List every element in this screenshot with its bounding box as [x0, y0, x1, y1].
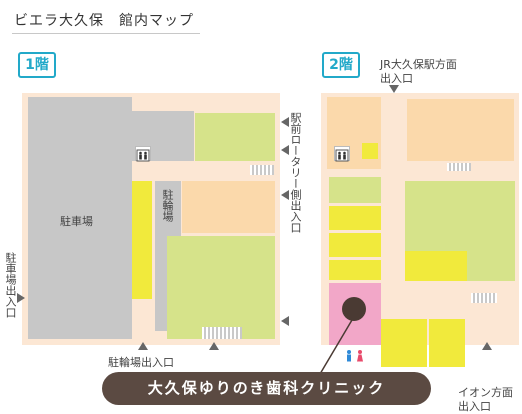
store-2f-yellow-bottom-2 — [429, 319, 465, 367]
station-rotary-entrance-label: 駅前ロータリー側出入口 — [289, 112, 302, 233]
floor-1-badge: 1階 — [18, 52, 56, 78]
arrow-icon — [389, 85, 399, 93]
arrow-icon — [281, 145, 289, 155]
page-title: ビエラ大久保 館内マップ — [14, 13, 194, 29]
store-2f-green-main — [405, 181, 515, 251]
store-1f-green-main — [167, 236, 275, 339]
arrow-icon — [17, 293, 25, 303]
parking-area — [28, 97, 132, 339]
store-2f-small-yellow — [362, 143, 378, 159]
parking-entrance-label: 駐車場出入口 — [4, 252, 17, 318]
aeon-entrance-label-line1: イオン方面 — [458, 386, 513, 399]
parking-label: 駐車場 — [60, 215, 93, 228]
restroom-icon — [340, 348, 376, 362]
store-1f-green-top — [195, 113, 275, 161]
stairs-2f-right — [471, 293, 497, 303]
store-2f-yellow-3 — [329, 260, 381, 280]
bicycle-parking-label: 駐輪場 — [161, 189, 174, 222]
arrow-icon — [281, 117, 289, 127]
store-2f-yellow-wide — [405, 251, 467, 281]
arrow-icon — [281, 316, 289, 326]
aeon-entrance-label-line2: 出入口 — [458, 400, 491, 413]
arrow-icon — [138, 342, 148, 350]
store-2f-peach-right — [407, 99, 514, 161]
stairs-1f-right — [250, 165, 274, 175]
store-2f-green-corner — [467, 251, 515, 281]
store-2f-yellow-2 — [329, 233, 381, 257]
arrow-icon — [209, 342, 219, 350]
store-2f-green-left — [329, 177, 381, 203]
store-2f-yellow-1 — [329, 206, 381, 230]
floor-1-map: 駐車場 駐輪場 — [22, 93, 280, 348]
store-2f-yellow-bottom-1 — [381, 319, 427, 367]
bicycle-entrance-label: 駐輪場出入口 — [108, 356, 174, 369]
floor-2-map — [321, 93, 519, 367]
floor-2-badge: 2階 — [322, 52, 360, 78]
store-1f-yellow — [132, 181, 152, 299]
stairs-2f-top — [447, 163, 471, 171]
stairs-1f-bottom — [202, 327, 242, 339]
arrow-icon — [482, 342, 492, 350]
jr-entrance-label-line2: 出入口 — [380, 72, 413, 85]
elevator-icon — [334, 146, 350, 162]
clinic-name-label[interactable]: 大久保ゆりのき歯科クリニック — [102, 372, 431, 405]
title-divider — [12, 33, 200, 34]
clinic-marker-icon[interactable] — [342, 297, 366, 321]
elevator-icon — [135, 146, 151, 162]
jr-entrance-label-line1: JR大久保駅方面 — [380, 58, 457, 71]
arrow-icon — [281, 190, 289, 200]
store-1f-peach — [182, 181, 275, 233]
